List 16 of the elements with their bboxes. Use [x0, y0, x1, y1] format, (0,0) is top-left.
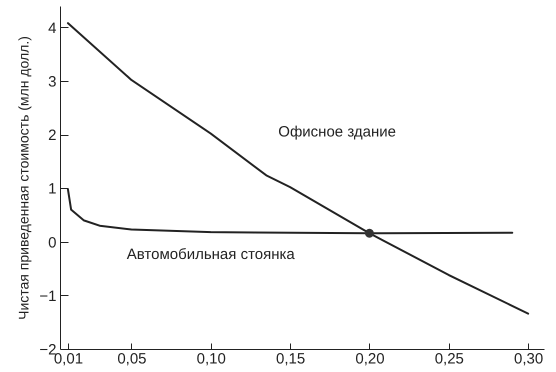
x-tick-label: 0,10 — [196, 350, 226, 368]
y-tick-label: 1 — [48, 180, 56, 198]
x-tick-label: 0,20 — [355, 350, 385, 368]
y-tick-label: −1 — [39, 288, 56, 305]
x-tick-label: 0,15 — [276, 350, 306, 368]
series-label: Автомобильная стоянка — [126, 246, 296, 264]
x-tick-label: 0,30 — [514, 350, 544, 368]
y-tick-label: 3 — [48, 74, 56, 91]
x-tick-label: 0,01 — [54, 350, 84, 368]
y-tick-label: 0 — [48, 234, 56, 252]
y-tick-label: 2 — [48, 127, 56, 144]
y-axis-title: Чистая приведенная стоимость (млн долл.) — [15, 36, 32, 320]
x-tick-label: 0,05 — [117, 350, 147, 368]
y-tick-label: 4 — [48, 20, 56, 37]
x-tick-label: 0,25 — [434, 350, 464, 368]
text: Офисное здание — [278, 123, 396, 140]
